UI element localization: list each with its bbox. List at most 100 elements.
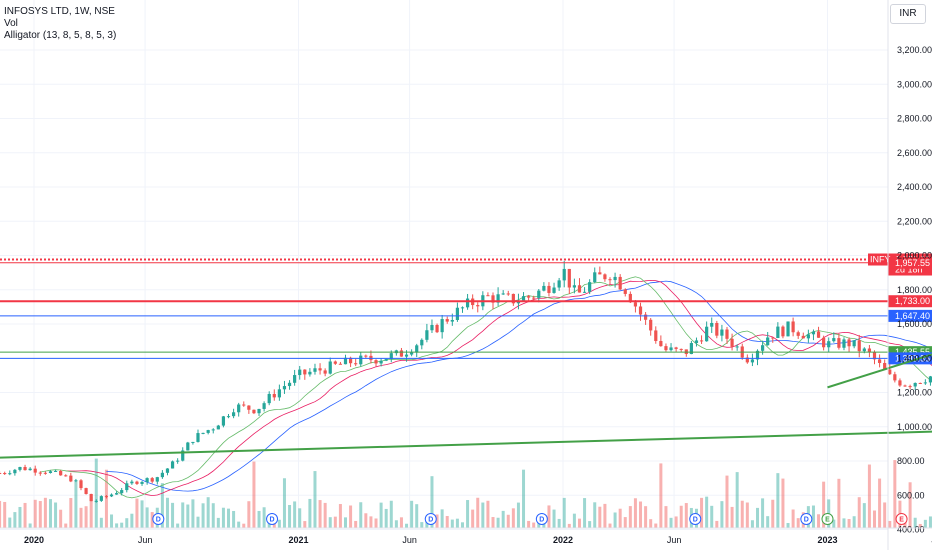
volume-bar xyxy=(3,501,7,528)
candle-body xyxy=(877,359,882,363)
candle-body xyxy=(730,338,734,347)
volume-bar xyxy=(323,502,327,528)
volume-bar xyxy=(410,500,414,528)
countdown-label: 2d 18h xyxy=(895,265,923,275)
volume-bar xyxy=(516,502,520,528)
candle-body xyxy=(145,478,149,483)
dividend-event-marker[interactable]: D xyxy=(800,513,813,525)
volume-bar xyxy=(618,508,622,528)
event-markers[interactable]: DDDDDDEEDDEEEEDEDEED+E xyxy=(152,513,932,525)
volume-bar xyxy=(242,523,246,528)
candle-body xyxy=(211,429,215,431)
candle-body xyxy=(542,285,546,291)
volume-bar xyxy=(38,501,42,528)
volume-bar xyxy=(766,516,770,528)
volume-bar xyxy=(196,516,200,528)
candle-body xyxy=(567,268,571,288)
volume-bar xyxy=(440,509,444,528)
volume-bar xyxy=(0,500,2,528)
volume-bar xyxy=(862,503,866,528)
volume-bar xyxy=(110,514,114,528)
volume-bar xyxy=(115,523,119,528)
volume-bar xyxy=(562,497,566,528)
candle-body xyxy=(511,293,515,304)
volume-bar xyxy=(547,505,551,528)
volume-bar xyxy=(104,469,108,528)
volume-bar xyxy=(54,502,58,528)
dividend-event-marker[interactable]: D xyxy=(152,513,165,525)
volume-bar xyxy=(333,516,337,528)
candle-body xyxy=(867,348,872,353)
volume-bar xyxy=(572,513,576,528)
candle-body xyxy=(89,493,93,502)
candle-body xyxy=(135,481,139,484)
alligator-label[interactable]: Alligator (13, 8, 5, 8, 5, 3) xyxy=(4,30,117,41)
volume-bar xyxy=(160,483,164,528)
volume-bar xyxy=(532,522,536,528)
symbol-title[interactable]: INFOSYS LTD, 1W, NSE xyxy=(4,6,115,17)
candle-body xyxy=(252,409,256,414)
candle-body xyxy=(323,370,327,374)
alligator-indicator xyxy=(40,276,932,499)
candle-body xyxy=(603,274,607,280)
event-letter: E xyxy=(899,517,904,524)
earnings-miss-event-marker[interactable]: E xyxy=(895,513,908,525)
y-tick-label: 2,200.00 xyxy=(897,216,932,226)
volume-bar xyxy=(84,506,88,528)
candle-body xyxy=(359,355,363,365)
volume-bar xyxy=(669,517,673,528)
candle-body xyxy=(883,362,887,370)
candle-body xyxy=(715,322,719,336)
volume-bar xyxy=(588,521,592,528)
candle-body xyxy=(181,450,185,461)
level-price-label: 1,647.40 xyxy=(895,311,930,321)
dividend-event-marker[interactable]: D xyxy=(535,513,548,525)
currency-button[interactable]: INR xyxy=(890,4,926,24)
candle-body xyxy=(771,337,775,339)
horizontal-levels[interactable]: 1,976.602d 18hINFY1,957.551,733.001,647.… xyxy=(0,253,932,365)
candle-body xyxy=(74,480,78,482)
candle-body xyxy=(231,412,236,417)
volume-bar xyxy=(466,500,470,528)
volume-bar xyxy=(608,523,612,528)
candle-body xyxy=(908,386,912,388)
candle-body xyxy=(857,340,861,352)
candle-body xyxy=(237,404,241,413)
candle-body xyxy=(608,279,612,281)
candle-body xyxy=(582,291,587,293)
candle-body xyxy=(659,340,663,347)
dividend-event-marker[interactable]: D xyxy=(424,513,437,525)
volume-bar xyxy=(649,519,653,528)
candle-body xyxy=(588,282,592,292)
alligator-lips-line xyxy=(40,276,932,499)
candle-body xyxy=(364,355,368,357)
dividend-event-marker[interactable]: D xyxy=(689,513,702,525)
volume-bar xyxy=(201,503,205,528)
level-price-tag xyxy=(888,256,932,269)
drawings[interactable] xyxy=(0,196,932,459)
candle-body xyxy=(425,330,429,340)
volume-bar xyxy=(18,506,22,528)
x-tick-label: Jun xyxy=(138,535,153,545)
candle-body xyxy=(33,468,37,473)
earnings-event-marker[interactable]: E xyxy=(821,513,834,525)
volume-bar xyxy=(471,509,475,528)
volume-label[interactable]: Vol xyxy=(4,18,18,29)
dividend-event-marker[interactable]: D xyxy=(266,513,279,525)
y-tick-label: 3,200.00 xyxy=(897,45,932,55)
volume-bar xyxy=(455,518,459,528)
candle-body xyxy=(644,314,648,320)
candle-body xyxy=(165,468,170,473)
event-letter: E xyxy=(825,517,830,524)
volume-bar xyxy=(64,523,68,528)
candle-body xyxy=(465,298,470,308)
volume-bar xyxy=(74,481,78,528)
volume-bar xyxy=(786,523,790,528)
candle-body xyxy=(562,268,566,281)
volume-bar xyxy=(318,500,322,528)
candle-body xyxy=(455,307,460,320)
volume-bar xyxy=(389,500,393,528)
candle-body xyxy=(928,376,932,383)
candle-body xyxy=(420,339,424,346)
